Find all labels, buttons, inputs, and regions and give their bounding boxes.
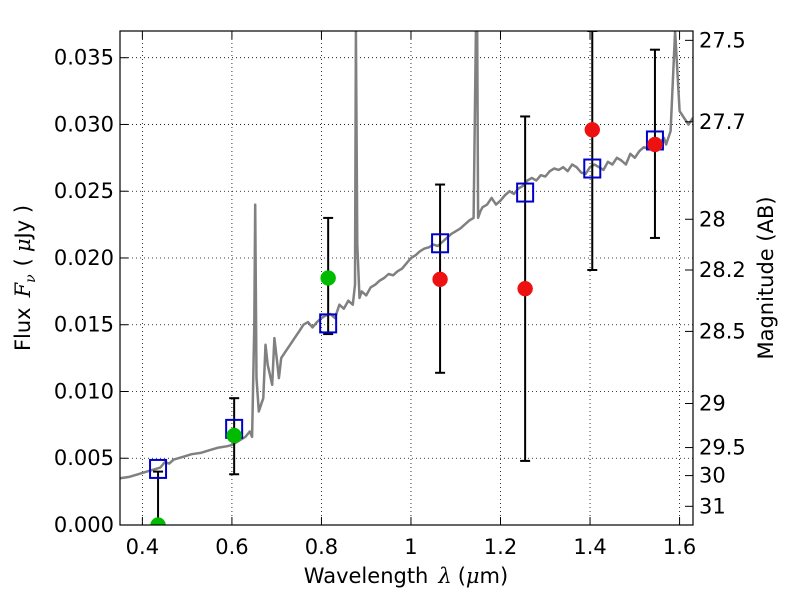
y2-tick-label: 28.5	[699, 319, 746, 343]
y2-tick-label: 29	[699, 392, 726, 416]
y2-tick-label: 28	[699, 207, 726, 231]
circle-marker	[647, 136, 663, 153]
y-axis-label-symbol-sub: ν	[23, 274, 39, 283]
y-tick-label: 0.000	[54, 513, 114, 537]
x-tick-label: 1.6	[663, 535, 696, 559]
x-axis-label-unit-open: (	[458, 564, 466, 588]
y2-tick-label: 30	[699, 464, 726, 488]
error-bars	[153, 31, 660, 525]
y2-tick-label: 31	[699, 494, 726, 518]
y-axis-label-unit-open: (	[11, 258, 35, 266]
data-markers	[149, 122, 664, 525]
axis-ticks: 0.4 0.6 0.8 1 1.2 1.4 1.6 0.000 0.005 0.010 0.015 0…	[54, 28, 746, 559]
y-axis-label-unit-rest: Jy )	[11, 205, 35, 241]
y2-tick-label: 27.5	[699, 28, 746, 52]
plot-frame	[119, 30, 694, 526]
circle-marker	[320, 270, 336, 286]
spectrum-line	[120, 31, 693, 480]
circle-marker	[517, 280, 533, 297]
circle-marker	[432, 271, 448, 288]
y-tick-label: 0.025	[54, 179, 114, 203]
y2-axis-label: Magnitude (AB)	[754, 196, 778, 359]
x-axis-label-unit-rest: m)	[480, 564, 509, 588]
x-axis-label-text: Wavelength	[304, 564, 429, 588]
y-axis-label-symbol: F	[11, 281, 35, 298]
circle-marker	[226, 427, 242, 444]
y-tick-label: 0.010	[54, 379, 114, 403]
square-marker	[149, 458, 168, 479]
circle-marker	[150, 517, 166, 525]
y-tick-label: 0.005	[54, 446, 114, 470]
square-marker	[516, 182, 535, 203]
x-tick-label: 0.4	[126, 535, 159, 559]
x-tick-label: 1	[404, 535, 417, 559]
circle-marker	[584, 122, 601, 138]
x-tick-label: 0.6	[215, 535, 248, 559]
model-spectrum	[120, 31, 693, 480]
y2-tick-label: 28.2	[699, 258, 746, 282]
x-tick-label: 1.4	[573, 535, 606, 559]
x-axis-label-symbol: λ	[437, 564, 451, 588]
y-tick-label: 0.030	[54, 112, 114, 136]
y-tick-label: 0.015	[54, 313, 114, 337]
square-marker	[319, 313, 338, 334]
y2-tick-label: 27.7	[699, 110, 746, 134]
y2-tick-label: 29.5	[699, 436, 746, 460]
y-axis-label-text: Flux	[11, 307, 35, 351]
y-tick-label: 0.035	[54, 46, 114, 70]
y-tick-label: 0.020	[54, 246, 114, 270]
square-marker	[431, 233, 450, 254]
x-axis-label-unit-mu: μ	[466, 564, 480, 588]
x-tick-label: 0.8	[305, 535, 338, 559]
square-marker	[583, 158, 602, 179]
y-axis-label-unit-mu: μ	[11, 238, 35, 252]
y-axis-label: Flux Fν ( μJy )	[11, 205, 39, 351]
x-axis-label: Wavelength λ (μm)	[304, 564, 508, 588]
x-tick-label: 1.2	[484, 535, 517, 559]
